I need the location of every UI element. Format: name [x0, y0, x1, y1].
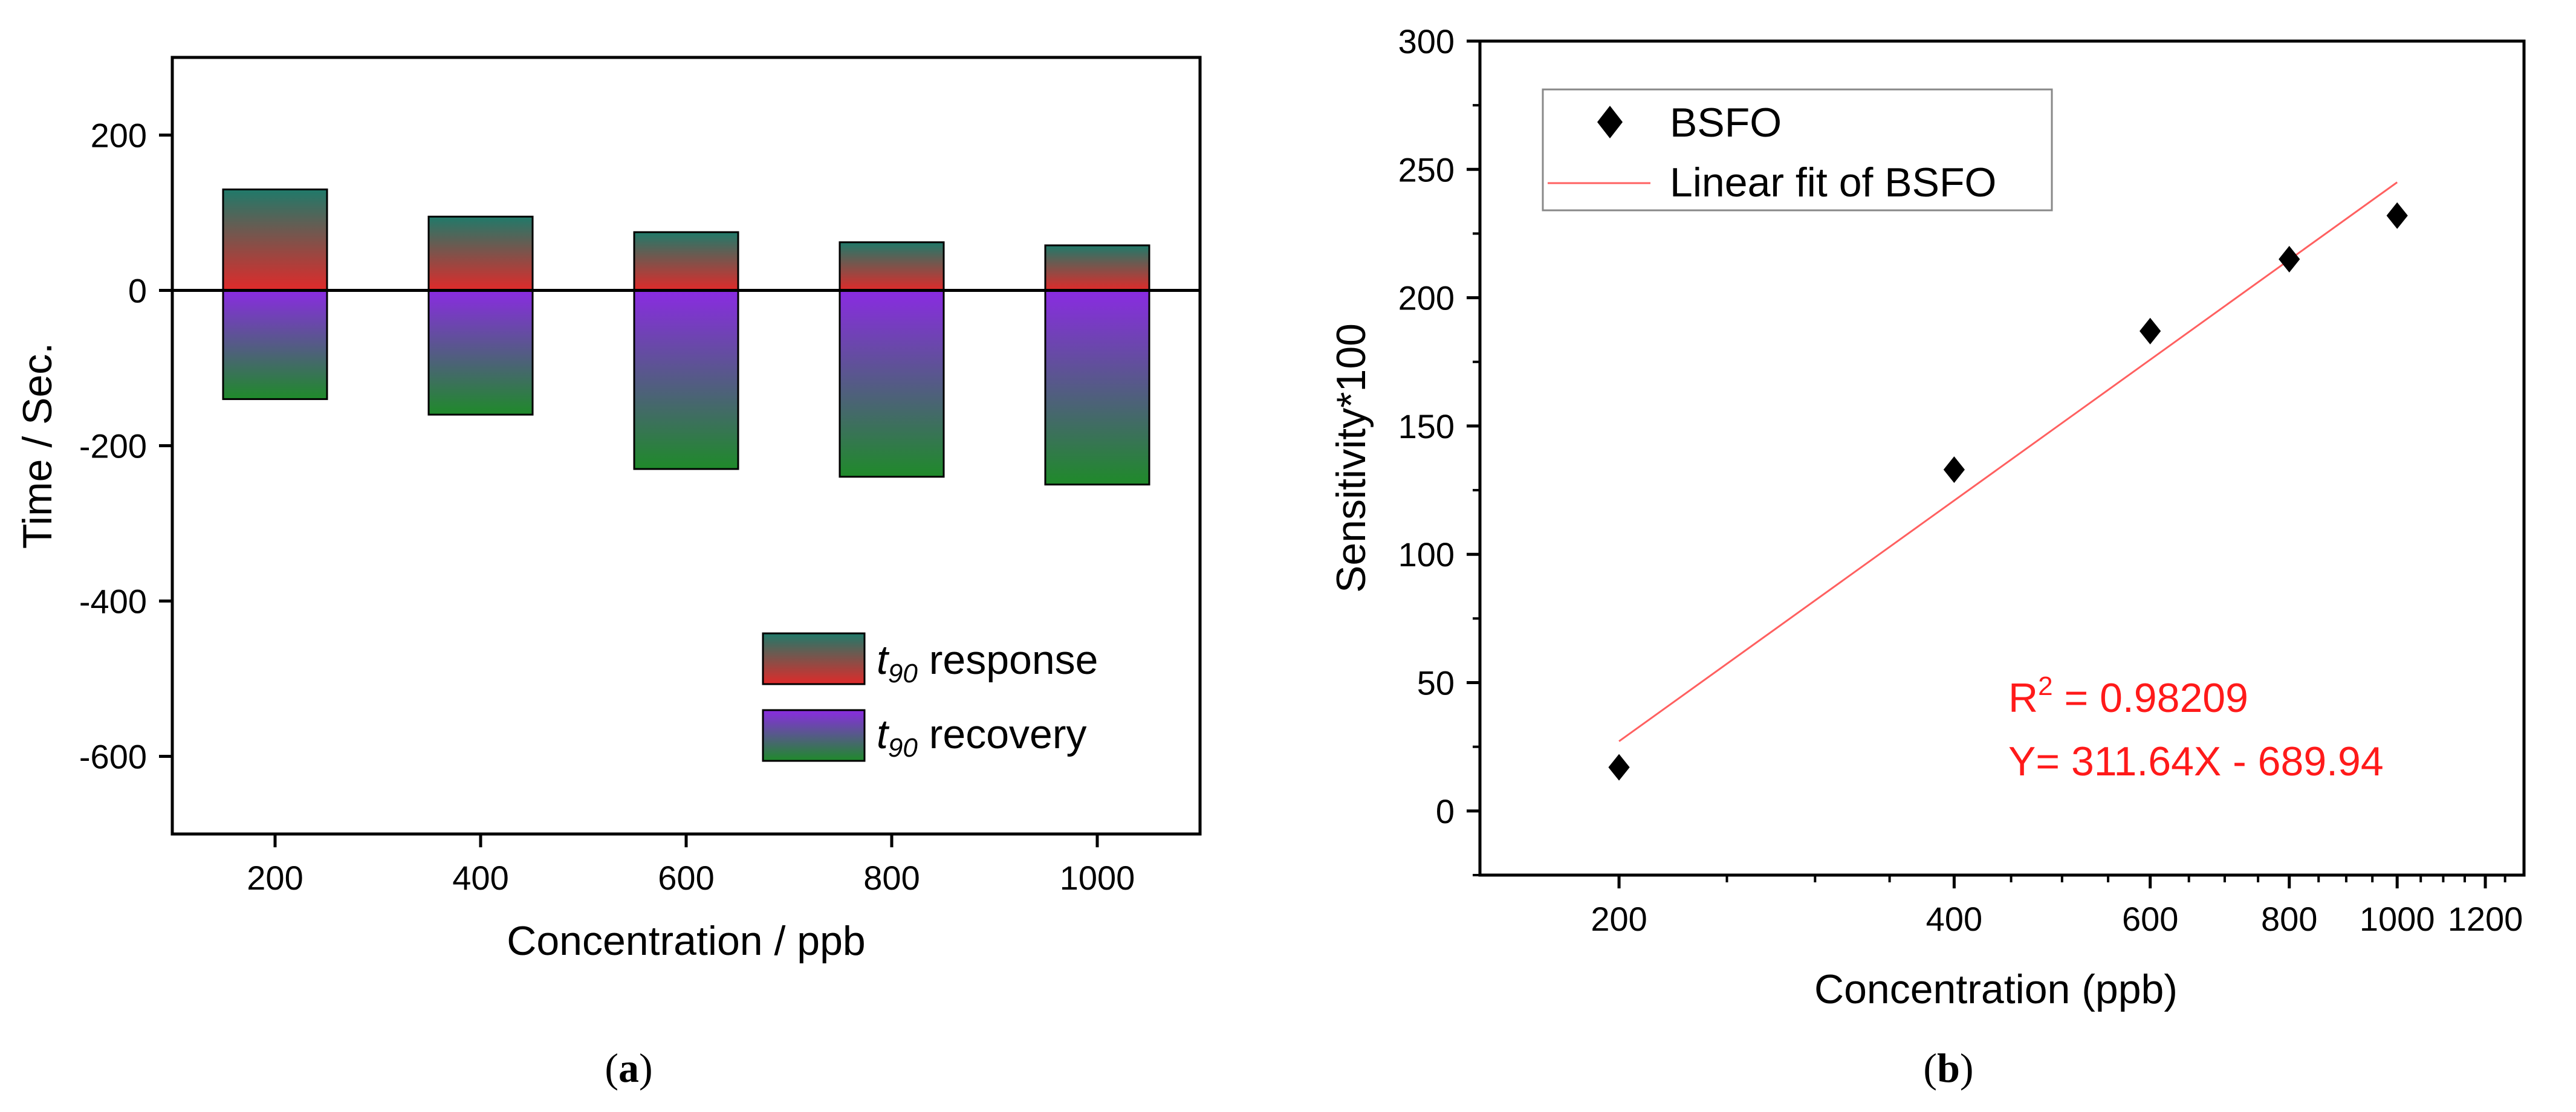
r-squared-text: R2 = 0.98209: [2008, 671, 2248, 721]
bar-recovery: [839, 289, 945, 478]
x-tick-label: 600: [658, 859, 714, 897]
bar-recovery: [222, 289, 328, 400]
legend-subscript: 90: [888, 733, 918, 763]
x-tick-label: 1000: [1060, 859, 1135, 897]
legend-label-text: response: [918, 637, 1098, 683]
data-point: [2140, 317, 2161, 344]
bar-recovery: [633, 289, 739, 470]
bar-response: [1044, 244, 1150, 291]
y-tick-label: -600: [79, 738, 147, 776]
y-tick-label: 200: [1398, 279, 1455, 317]
bar-recovery: [427, 289, 534, 416]
x-tick-label: 1200: [2448, 900, 2523, 938]
linear-fit-line: [1618, 181, 2398, 742]
panel-a-caption: (a): [605, 1045, 652, 1091]
y-tick-label: 150: [1398, 407, 1455, 445]
y-tick-label: 200: [91, 117, 147, 155]
y-axis-title: Sensitivity*100: [1328, 323, 1374, 593]
legend-subscript: 90: [888, 659, 918, 688]
x-tick-label: 800: [863, 859, 920, 897]
x-tick-label: 400: [1926, 900, 1982, 938]
y-axis-title: Time / Sec.: [15, 343, 60, 549]
data-point: [2279, 245, 2300, 273]
legend-marker-bsfo: [1597, 106, 1623, 138]
x-tick-label: 1000: [2360, 900, 2435, 938]
x-axis-title: Concentration / ppb: [507, 918, 866, 964]
x-tick-label: 200: [247, 859, 303, 897]
data-point: [1608, 754, 1630, 781]
y-tick-label: 0: [128, 272, 147, 310]
y-tick-label: 100: [1398, 535, 1455, 574]
legend: t90 response t90 recovery: [762, 632, 1098, 763]
legend-label-response: t90 response: [877, 637, 1098, 688]
plot-frame: [1478, 39, 2526, 877]
legend-swatch-response: [762, 632, 866, 685]
bar-response: [839, 241, 945, 291]
legend-label-text: recovery: [918, 711, 1087, 757]
legend-label-fit: Linear fit of BSFO: [1670, 160, 1996, 205]
x-tick-label: 200: [1591, 900, 1647, 938]
y-tick-label: -200: [79, 427, 147, 465]
data-point: [1943, 456, 1965, 483]
legend-swatch-recovery: [762, 709, 866, 762]
legend-label-recovery: t90 recovery: [877, 711, 1087, 763]
legend-t-symbol: t: [877, 711, 890, 757]
panel-b-caption: (b): [1923, 1045, 1973, 1091]
legend-box: [1542, 88, 2053, 212]
x-axis-title: Concentration (ppb): [1814, 966, 2178, 1012]
bar-response: [222, 188, 328, 292]
y-tick-label: 50: [1417, 664, 1455, 702]
panel-a-chart: 200 0 -200 -400 -600 200 400 600 800 1000 Time /…: [15, 56, 1202, 1091]
y-tick-label: 0: [1436, 792, 1455, 830]
legend-label-bsfo: BSFO: [1670, 100, 1782, 146]
data-point: [2386, 202, 2408, 229]
y-tick-label: 250: [1398, 150, 1455, 189]
y-tick-label: 300: [1398, 22, 1455, 60]
fit-annotation: R2 = 0.98209 Y= 311.64X - 689.94: [2008, 671, 2384, 784]
legend-t-symbol: t: [877, 637, 890, 683]
x-tick-label: 400: [452, 859, 508, 897]
bar-recovery: [1044, 289, 1150, 486]
bar-response: [427, 215, 534, 291]
y-tick-label: -400: [79, 583, 147, 621]
legend: BSFO Linear fit of BSFO: [1542, 88, 2053, 212]
fit-equation-text: Y= 311.64X - 689.94: [2008, 739, 2384, 784]
x-tick-label: 800: [2261, 900, 2317, 938]
bar-response: [633, 231, 739, 291]
x-tick-label: 600: [2122, 900, 2178, 938]
